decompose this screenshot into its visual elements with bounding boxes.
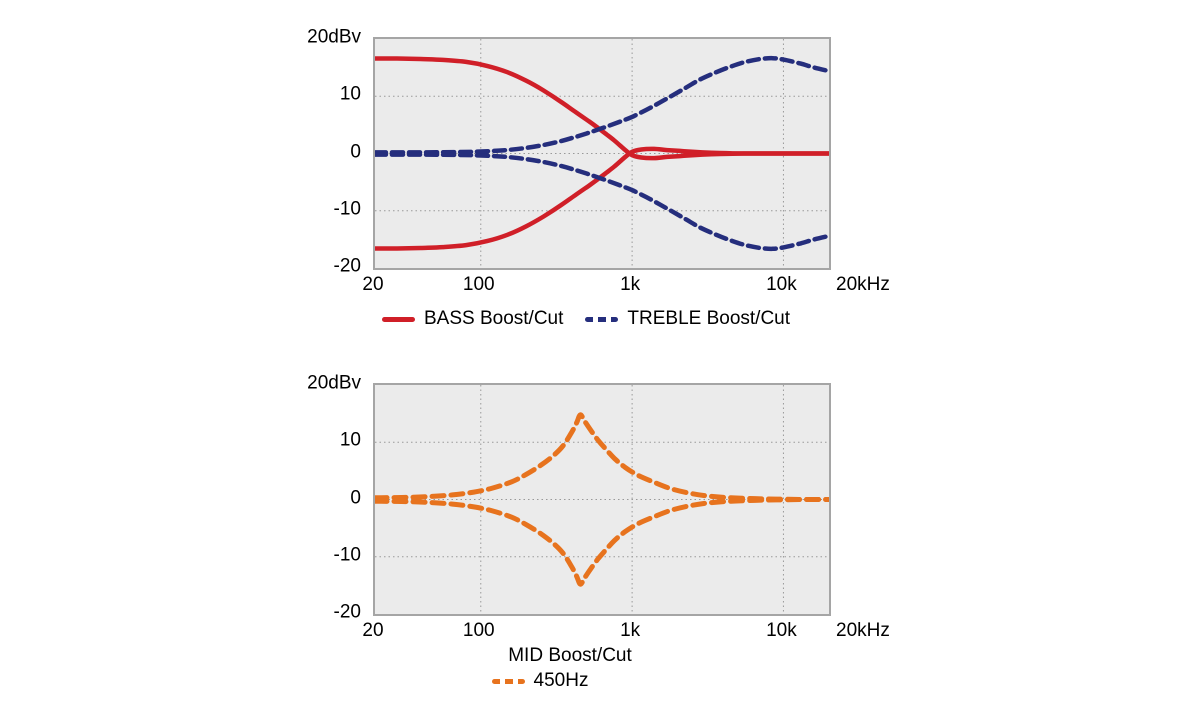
mid-chart-title: MID Boost/Cut xyxy=(508,645,632,666)
x-tick-10k: 10k xyxy=(766,620,797,641)
y-tick-20dbv: 20dBv xyxy=(307,26,361,48)
x-tick-1k: 1k xyxy=(620,274,641,295)
y-tick-minus10: -10 xyxy=(333,198,361,220)
x-tick-100: 100 xyxy=(462,274,495,295)
x-axis-top-chart: 20 100 1k 10k 20kHz xyxy=(362,273,889,301)
y-tick-10: 10 xyxy=(339,429,361,451)
plot-area-bass-treble xyxy=(373,37,831,270)
curve-mid-boost-450hz xyxy=(375,412,829,503)
bass-solid-line-swatch-icon xyxy=(381,316,415,322)
x-tick-10k: 10k xyxy=(766,274,797,295)
curve-bass-boost xyxy=(375,56,829,161)
y-axis-bottom-chart: 20dBv 10 0 -10 -20 xyxy=(271,374,367,622)
mid-dashed-line-swatch-icon xyxy=(491,678,525,684)
legend-label-treble: TREBLE Boost/Cut xyxy=(627,308,791,329)
legend-top-chart: BASS Boost/Cut TREBLE Boost/Cut xyxy=(330,308,842,331)
curve-bass-cut xyxy=(375,146,829,251)
x-axis-bottom-chart: 20 100 1k 10k 20kHz xyxy=(362,619,889,647)
y-tick-0: 0 xyxy=(350,487,361,508)
legend-item-treble: TREBLE Boost/Cut xyxy=(585,308,790,331)
x-tick-100: 100 xyxy=(462,620,495,641)
curve-mid-cut-450hz xyxy=(375,496,829,587)
legend-label-450hz: 450Hz xyxy=(533,670,589,691)
x-tick-20khz: 20kHz xyxy=(836,620,890,641)
bass-treble-curves-svg xyxy=(375,39,829,268)
y-tick-0: 0 xyxy=(350,141,361,162)
legend-item-bass: BASS Boost/Cut xyxy=(381,308,564,331)
plot-area-mid xyxy=(373,383,831,616)
treble-dashed-line-swatch-icon xyxy=(585,316,619,322)
legend-bottom-chart: 450Hz xyxy=(280,670,800,693)
y-tick-10: 10 xyxy=(339,83,361,105)
x-tick-20khz: 20kHz xyxy=(836,274,890,295)
y-axis-top-chart: 20dBv 10 0 -10 -20 xyxy=(271,28,367,276)
curve-treble-boost xyxy=(375,55,829,155)
x-tick-1k: 1k xyxy=(620,620,641,641)
x-tick-20: 20 xyxy=(362,274,384,295)
y-tick-20dbv: 20dBv xyxy=(307,372,361,394)
y-tick-minus20: -20 xyxy=(333,255,361,277)
y-tick-minus10: -10 xyxy=(333,544,361,566)
y-tick-minus20: -20 xyxy=(333,601,361,623)
curve-treble-cut xyxy=(375,152,829,252)
legend-label-bass: BASS Boost/Cut xyxy=(423,308,564,329)
x-tick-20: 20 xyxy=(362,620,384,641)
legend-item-450hz: 450Hz xyxy=(491,670,589,693)
mid-curves-svg xyxy=(375,385,829,614)
